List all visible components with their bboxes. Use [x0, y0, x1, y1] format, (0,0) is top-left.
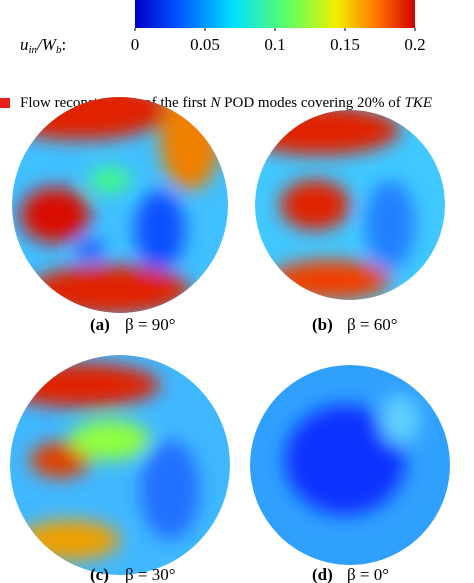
tick-label: 0 [131, 35, 140, 54]
panel-caption: β = 90° [125, 315, 176, 334]
tick-label: 0.1 [264, 35, 285, 54]
tick-label: 0.2 [404, 35, 425, 54]
panel-caption: β = 60° [347, 315, 398, 334]
legend-text: Flow reconstruction of the first N POD m… [20, 95, 432, 111]
colorbar-label: uin/Wb: [20, 35, 66, 56]
panel-caption: β = 0° [347, 565, 389, 583]
panel-tag: (a) [90, 315, 110, 334]
contour-b [255, 110, 445, 300]
contour-d [250, 365, 450, 565]
contour-a [12, 97, 228, 313]
contour-c [10, 355, 230, 575]
panel-tag: (c) [90, 565, 109, 583]
tick-label: 0.05 [190, 35, 220, 54]
panel-tag: (b) [312, 315, 333, 334]
legend-swatch [0, 98, 10, 108]
panel-caption: β = 30° [125, 565, 176, 583]
panel-tag: (d) [312, 565, 333, 583]
colorbar [135, 0, 415, 28]
tick-label: 0.15 [330, 35, 360, 54]
